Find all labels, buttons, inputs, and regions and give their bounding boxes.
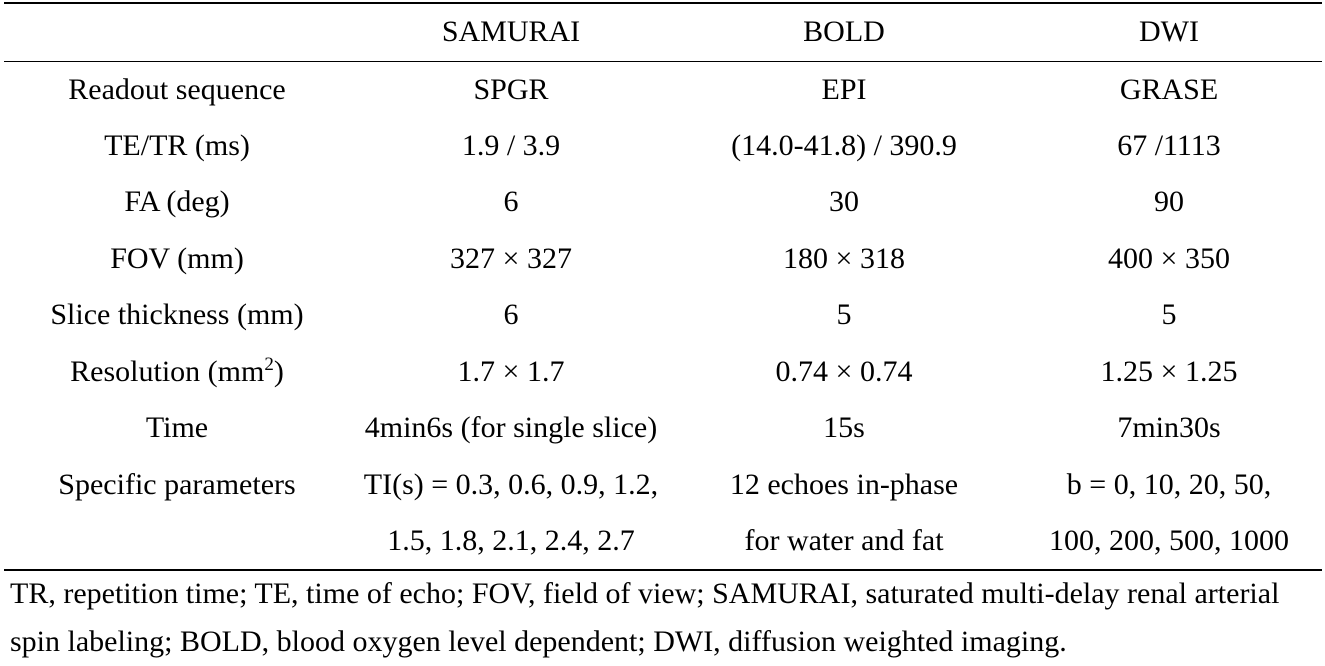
table-row: FA (deg) 6 30 90	[4, 174, 1322, 231]
cell-bold: 15s	[823, 411, 865, 445]
cell-samurai: 4min6s (for single slice)	[364, 411, 658, 445]
cell-dwi: 400 × 350	[1108, 241, 1230, 275]
cell-dwi: 7min30s	[1117, 411, 1221, 445]
row-label: Specific parameters	[58, 467, 296, 501]
cell-samurai: 1.9 / 3.9	[461, 128, 561, 162]
cell-bold: (14.0-41.8) / 390.9	[731, 128, 957, 162]
cell-dwi: b = 0, 10, 20, 50,	[1066, 467, 1272, 501]
row-label	[4, 513, 350, 571]
cell-samurai: 327 × 327	[450, 241, 572, 275]
cell-bold: for water and fat	[672, 513, 1016, 571]
table-row: Specific parameters TI(s) = 0.3, 0.6, 0.…	[4, 457, 1322, 514]
header-cell-samurai: SAMURAI	[350, 2, 672, 62]
row-label-suffix: )	[273, 354, 284, 388]
table-row: Slice thickness (mm) 6 5 5	[4, 287, 1322, 344]
parameters-table: SAMURAI BOLD DWI Readout sequence SPGR E…	[4, 2, 1322, 571]
cell-dwi: 90	[1154, 185, 1184, 219]
cell-samurai: 6	[503, 185, 519, 219]
row-label: Readout sequence	[68, 72, 286, 106]
cell-samurai: 6	[503, 298, 519, 332]
table-row: 1.5, 1.8, 2.1, 2.4, 2.7 for water and fa…	[4, 513, 1322, 571]
cell-bold: 30	[829, 185, 859, 219]
header-cell-bold: BOLD	[672, 2, 1016, 62]
cell-bold: 0.74 × 0.74	[775, 354, 913, 388]
table-body: Readout sequence SPGR EPI GRASE TE/TR (m…	[4, 61, 1322, 571]
cell-dwi: 5	[1161, 298, 1177, 332]
cell-bold: EPI	[821, 72, 867, 106]
cell-samurai: SPGR	[473, 72, 549, 106]
cell-bold: 180 × 318	[783, 241, 905, 275]
cell-dwi: 100, 200, 500, 1000	[1016, 513, 1322, 571]
parameters-table-container: SAMURAI BOLD DWI Readout sequence SPGR E…	[4, 2, 1322, 571]
row-label: FOV (mm)	[110, 241, 244, 275]
header-cell-parameter	[4, 2, 350, 62]
cell-dwi: 1.25 × 1.25	[1100, 354, 1238, 388]
table-row: FOV (mm) 327 × 327 180 × 318 400 × 350	[4, 231, 1322, 288]
cell-samurai: TI(s) = 0.3, 0.6, 0.9, 1.2,	[363, 467, 659, 501]
table-row: Resolution (mm2) 1.7 × 1.7 0.74 × 0.74 1…	[4, 344, 1322, 401]
row-label: TE/TR (ms)	[104, 128, 250, 162]
cell-bold: 12 echoes in-phase	[729, 467, 959, 501]
table-header: SAMURAI BOLD DWI	[4, 2, 1322, 62]
cell-samurai: 1.7 × 1.7	[457, 354, 565, 388]
row-label: FA (deg)	[124, 185, 230, 219]
header-cell-dwi: DWI	[1016, 2, 1322, 62]
table-row: Time 4min6s (for single slice) 15s 7min3…	[4, 400, 1322, 457]
header-row: SAMURAI BOLD DWI	[4, 2, 1322, 62]
table-footnote: TR, repetition time; TE, time of echo; F…	[10, 577, 1280, 658]
cell-dwi: GRASE	[1119, 72, 1219, 106]
row-label: Resolution (mm2)	[4, 344, 350, 401]
row-label: Slice thickness (mm)	[50, 298, 304, 332]
row-label-text: Resolution (mm	[70, 354, 265, 388]
row-label-superscript: 2	[264, 353, 274, 375]
cell-samurai: 1.5, 1.8, 2.1, 2.4, 2.7	[350, 513, 672, 571]
table-row: TE/TR (ms) 1.9 / 3.9 (14.0-41.8) / 390.9…	[4, 118, 1322, 175]
row-label: Time	[145, 411, 209, 445]
cell-dwi: 67 /1113	[1117, 128, 1221, 162]
table-row: Readout sequence SPGR EPI GRASE	[4, 61, 1322, 118]
cell-bold: 5	[836, 298, 852, 332]
